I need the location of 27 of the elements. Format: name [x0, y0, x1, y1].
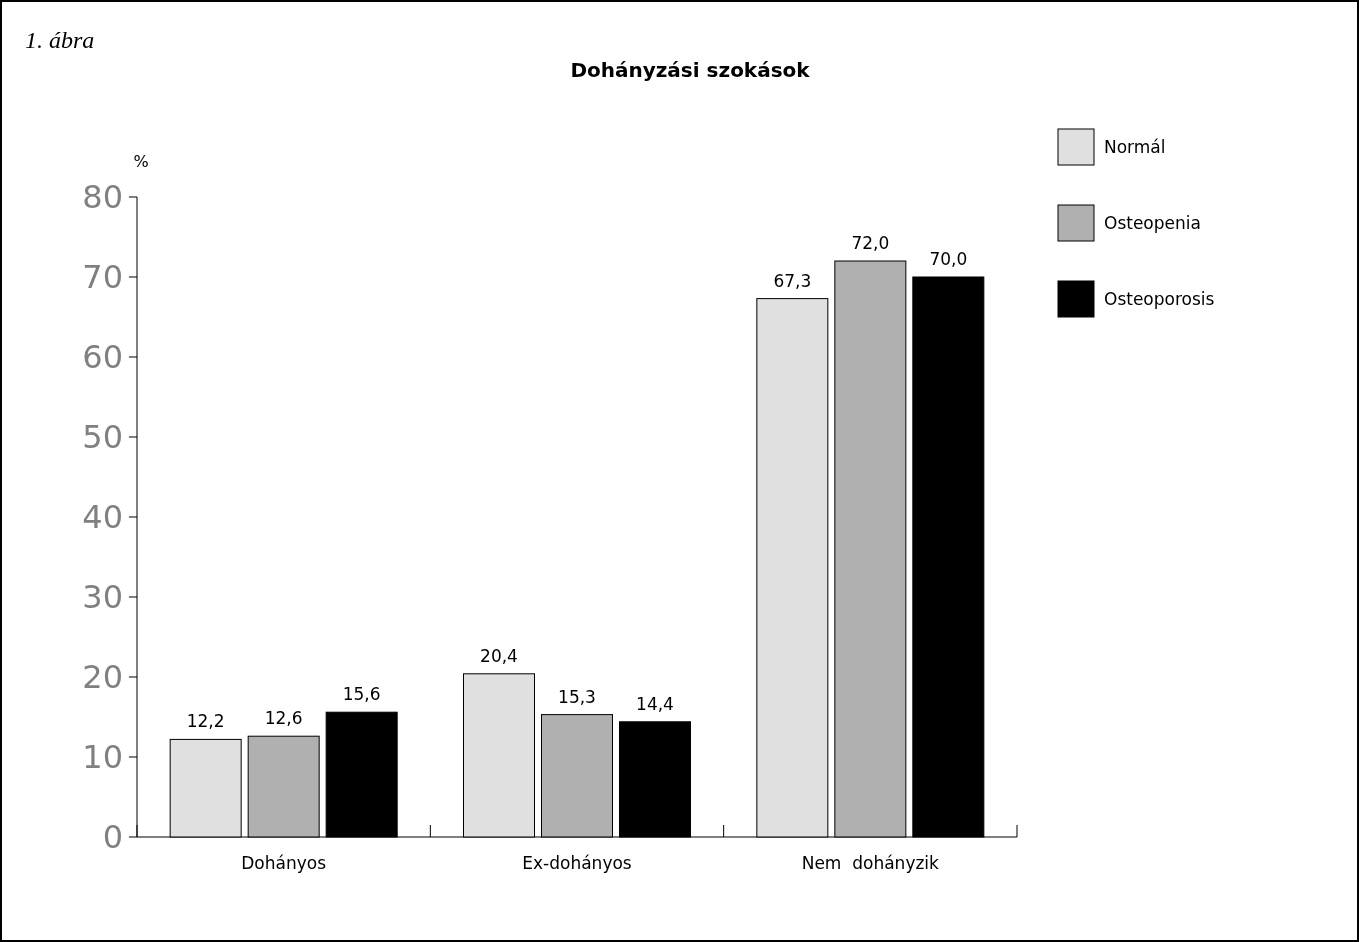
y-tick-label: 70: [82, 258, 123, 297]
y-tick-label: 10: [82, 738, 123, 777]
text: 70,0: [929, 249, 968, 269]
y-tick-label: 40: [82, 498, 123, 537]
y-tick-label: 20: [82, 658, 123, 697]
y-axis-title: %: [133, 152, 149, 171]
text: 20,4: [480, 645, 518, 666]
y-tick-label: 50: [82, 418, 123, 457]
text: 12,2: [186, 711, 225, 732]
chart-title: Dohányzási szokások: [570, 58, 811, 82]
text: 15,6: [342, 684, 381, 705]
text: 12,6: [264, 708, 303, 729]
y-tick-label: 30: [82, 578, 123, 617]
x-tick-label: Ex-dohányos: [522, 853, 632, 873]
legend-label: Normál: [1104, 136, 1166, 157]
text: 67,3: [773, 270, 812, 291]
y-tick-label: 80: [82, 178, 123, 217]
text: 1. ábra: [25, 27, 95, 53]
legend-label: Osteoporosis: [1104, 288, 1215, 309]
legend-label: Osteopenia: [1104, 212, 1201, 233]
y-tick-label: 60: [82, 338, 123, 377]
y-tick-label: 0: [102, 818, 123, 857]
text: 15,3: [558, 686, 596, 707]
text: 72,0: [851, 233, 890, 253]
x-tick-label: Dohányos: [241, 853, 327, 873]
text: 14,4: [636, 693, 674, 714]
x-tick-label: Nem dohányzik: [801, 853, 940, 873]
